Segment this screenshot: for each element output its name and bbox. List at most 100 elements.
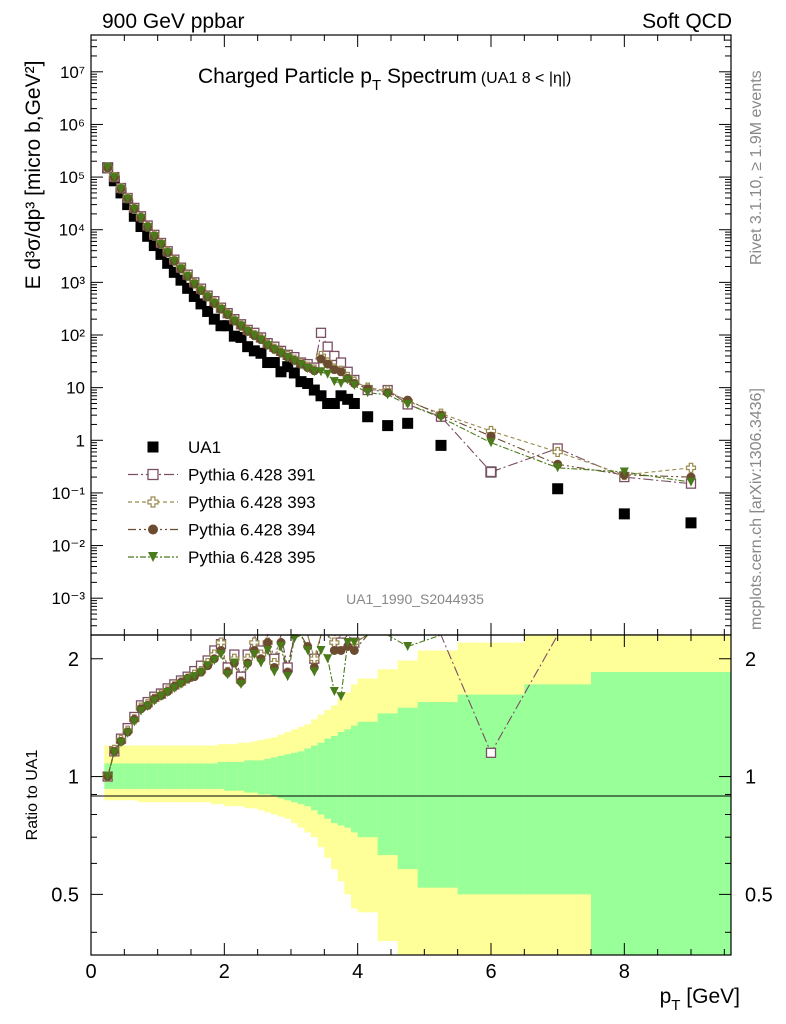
data-point <box>435 439 447 451</box>
data-point <box>249 331 259 341</box>
main-y-tick-label: 10 <box>66 379 85 398</box>
data-point <box>176 264 186 274</box>
band-inner-bin <box>224 761 232 791</box>
data-point <box>288 367 300 379</box>
data-point <box>329 350 340 362</box>
band-inner-bin <box>184 763 192 789</box>
data-point <box>316 354 326 364</box>
ratio-data <box>102 633 691 782</box>
data-point <box>336 367 346 377</box>
legend-label: Pythia 6.428 395 <box>188 548 316 567</box>
data-point <box>336 378 346 388</box>
data-point <box>156 240 166 250</box>
data-point <box>116 184 126 194</box>
ratio-point <box>329 686 339 696</box>
ratio-point <box>323 654 333 664</box>
ratio-plot: 0.5 0.5 1 1 2 2 0 2 4 6 8 Ratio to UA1 pT [GeV] <box>24 633 773 1014</box>
data-point <box>289 356 299 366</box>
band-inner-bin <box>231 761 239 791</box>
data-point <box>283 353 293 363</box>
main-data <box>102 162 697 529</box>
main-ticks <box>90 34 731 636</box>
ratio-point <box>256 658 266 668</box>
ratio-point <box>303 645 313 655</box>
data-point <box>248 345 260 357</box>
ratio-point <box>183 675 193 685</box>
data-point <box>382 420 394 432</box>
data-point <box>276 349 286 359</box>
data-point <box>262 357 274 369</box>
band-inner-bin <box>144 763 152 789</box>
data-point <box>162 257 174 269</box>
data-point <box>686 477 696 487</box>
x-tick-label: 6 <box>485 961 496 983</box>
series-line <box>107 167 692 478</box>
data-point <box>208 313 220 325</box>
data-point <box>363 388 373 398</box>
data-point <box>316 367 326 377</box>
ratio-point <box>116 738 126 748</box>
main-y-tick-label: 10³ <box>60 273 85 292</box>
main-y-tick-label: 1 <box>76 431 85 450</box>
side-text-mcplots: mcplots.cern.ch [arXiv:1306.3436] <box>748 388 765 630</box>
data-point <box>216 305 226 315</box>
ratio-point <box>163 687 173 697</box>
data-point <box>323 369 333 379</box>
data-point <box>149 232 159 242</box>
band-inner-bin <box>157 763 165 789</box>
band-inner-bin <box>337 731 345 826</box>
ratio-point <box>349 638 359 648</box>
data-point <box>308 384 320 396</box>
main-plot-frame <box>90 34 732 636</box>
data-point <box>223 310 233 320</box>
ratio-plot-frame <box>90 634 732 956</box>
ratio-point <box>249 650 259 660</box>
x-tick-label: 8 <box>619 961 630 983</box>
band-inner-bin <box>191 763 199 789</box>
band-inner-bin <box>271 757 279 797</box>
data-point <box>335 390 347 402</box>
band-inner-bin <box>317 742 325 815</box>
ratio-point <box>203 661 213 671</box>
ratio-point <box>329 645 339 655</box>
ratio-y-tick-label: 2 <box>68 649 79 671</box>
data-point <box>275 366 287 378</box>
data-point <box>552 483 564 495</box>
main-y-tick-label: 10⁻¹ <box>51 484 85 503</box>
data-point <box>552 446 563 458</box>
band-inner-bin <box>311 745 319 811</box>
main-y-tick-label: 10² <box>60 326 85 345</box>
data-point <box>196 286 206 296</box>
data-point <box>243 327 253 337</box>
band-inner-bin <box>177 763 185 789</box>
data-point <box>282 361 294 373</box>
main-y-tick-label: 10⁴ <box>59 221 85 240</box>
data-point <box>169 256 179 266</box>
data-point <box>136 213 146 223</box>
band-inner-bin <box>344 729 352 828</box>
x-axis-label: pT [GeV] <box>660 985 740 1014</box>
data-point <box>342 393 354 405</box>
data-point <box>315 327 327 338</box>
x-axis-label-tail: [GeV] <box>680 985 740 1008</box>
band-inner-bin <box>197 763 205 789</box>
legend-label: Pythia 6.428 394 <box>188 521 316 540</box>
data-point <box>222 320 234 332</box>
side-text-rivet: Rivet 3.1.10, ≥ 1.9M events <box>748 70 765 265</box>
data-point <box>188 290 200 302</box>
data-point <box>403 399 413 409</box>
main-title-tail: Spectrum <box>381 65 477 88</box>
data-point <box>189 279 199 289</box>
band-inner-bin <box>171 763 179 789</box>
band-inner-bin <box>377 713 399 856</box>
ratio-point <box>263 638 273 648</box>
data-point <box>235 331 247 343</box>
legend-label: Pythia 6.428 393 <box>188 493 316 512</box>
band-inner-bin <box>251 760 259 793</box>
ratio-y-tick-label-right: 0.5 <box>745 884 773 906</box>
data-point <box>129 204 139 214</box>
band-inner-bin <box>264 758 272 795</box>
ratio-point <box>136 706 146 716</box>
data-point <box>142 230 154 242</box>
data-point <box>295 376 307 388</box>
